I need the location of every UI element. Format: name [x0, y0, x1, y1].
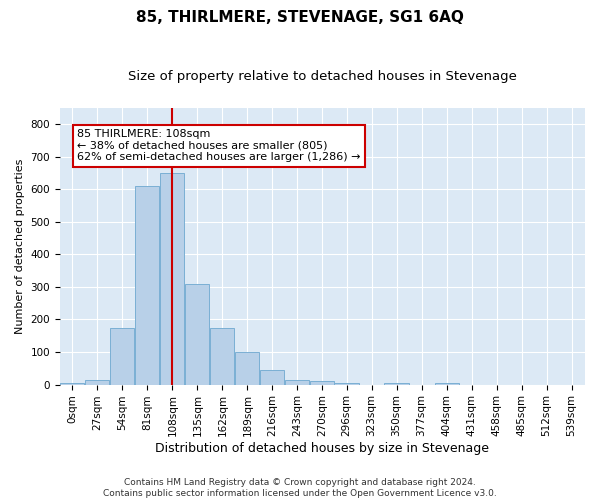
Bar	[385, 383, 409, 384]
Bar	[235, 352, 259, 384]
Bar	[136, 186, 160, 384]
Bar	[334, 383, 359, 384]
Bar	[211, 328, 235, 384]
Bar	[85, 380, 109, 384]
Bar	[310, 382, 334, 384]
Text: 85 THIRLMERE: 108sqm
← 38% of detached houses are smaller (805)
62% of semi-deta: 85 THIRLMERE: 108sqm ← 38% of detached h…	[77, 129, 361, 162]
Y-axis label: Number of detached properties: Number of detached properties	[15, 158, 25, 334]
Bar	[185, 284, 209, 384]
Bar	[286, 380, 310, 384]
Bar	[61, 383, 85, 384]
Bar	[160, 173, 184, 384]
Bar	[260, 370, 284, 384]
Text: Contains HM Land Registry data © Crown copyright and database right 2024.
Contai: Contains HM Land Registry data © Crown c…	[103, 478, 497, 498]
X-axis label: Distribution of detached houses by size in Stevenage: Distribution of detached houses by size …	[155, 442, 490, 455]
Bar	[110, 328, 134, 384]
Bar	[434, 383, 458, 384]
Title: Size of property relative to detached houses in Stevenage: Size of property relative to detached ho…	[128, 70, 517, 83]
Text: 85, THIRLMERE, STEVENAGE, SG1 6AQ: 85, THIRLMERE, STEVENAGE, SG1 6AQ	[136, 10, 464, 25]
